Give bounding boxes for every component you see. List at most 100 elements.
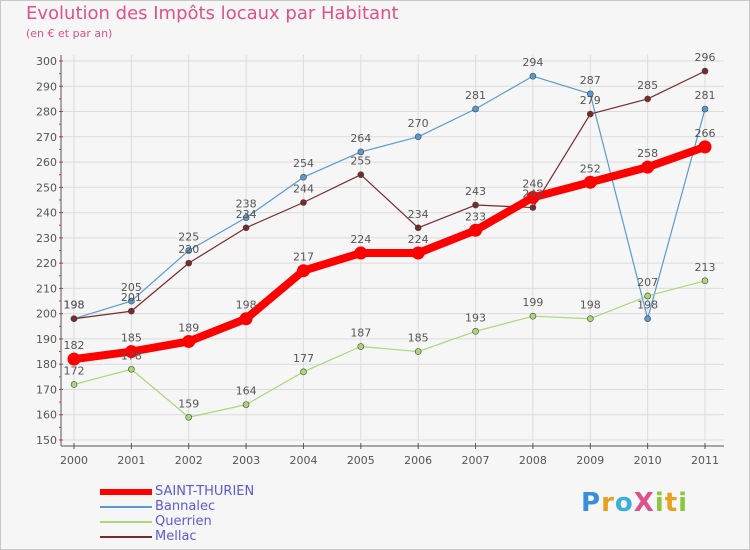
data-point xyxy=(185,247,193,254)
data-label: 205 xyxy=(121,281,142,294)
x-tick-label: 2006 xyxy=(404,454,432,467)
data-label: 185 xyxy=(408,332,429,345)
data-point xyxy=(182,334,196,348)
data-point xyxy=(472,105,479,113)
data-point xyxy=(357,171,365,178)
data-label: 224 xyxy=(350,233,371,246)
data-label: 182 xyxy=(64,339,85,352)
data-point xyxy=(586,315,594,323)
data-label: 266 xyxy=(695,127,716,140)
data-point xyxy=(414,133,422,141)
data-point xyxy=(641,160,655,174)
data-label: 285 xyxy=(637,79,658,92)
data-point xyxy=(70,315,78,323)
data-label: 258 xyxy=(637,147,658,160)
data-label: 238 xyxy=(236,198,257,211)
data-label: 164 xyxy=(236,385,257,398)
data-label: 177 xyxy=(293,352,314,365)
data-label: 207 xyxy=(637,276,658,289)
data-label: 234 xyxy=(408,208,429,221)
data-point xyxy=(354,246,368,260)
data-label: 252 xyxy=(580,162,601,175)
data-label: 281 xyxy=(465,89,486,102)
plot-area xyxy=(61,55,724,440)
legend-swatch-saint-thurien xyxy=(100,489,152,495)
data-point xyxy=(242,224,250,232)
data-label: 255 xyxy=(350,155,371,168)
legend-label: Mellac xyxy=(155,529,197,544)
data-point xyxy=(128,297,135,305)
data-label: 178 xyxy=(121,349,142,362)
series-line-querrien xyxy=(73,280,706,418)
y-tick-label: 200 xyxy=(36,308,57,321)
data-label: 243 xyxy=(465,185,486,198)
data-label: 213 xyxy=(695,261,716,274)
data-label: 224 xyxy=(408,233,429,246)
data-point xyxy=(583,175,597,189)
series-line-mellac xyxy=(73,70,706,320)
data-label: 187 xyxy=(350,327,371,340)
x-tick-label: 2008 xyxy=(519,454,547,467)
data-point xyxy=(644,292,651,300)
data-point xyxy=(300,173,307,181)
data-point xyxy=(185,413,193,421)
y-tick-label: 250 xyxy=(36,181,57,194)
data-label: 198 xyxy=(236,299,257,312)
data-label: 296 xyxy=(695,51,716,64)
series-line-bannalec xyxy=(73,75,706,320)
data-point xyxy=(242,401,250,408)
data-label: 264 xyxy=(350,132,371,145)
x-tick-label: 2009 xyxy=(576,454,604,467)
data-label: 220 xyxy=(178,243,199,256)
data-label: 185 xyxy=(121,332,142,345)
data-point xyxy=(128,365,135,373)
x-tick-label: 2010 xyxy=(634,454,662,467)
y-tick-label: 240 xyxy=(36,207,57,220)
y-tick-label: 230 xyxy=(36,232,57,245)
legend-label: SAINT-THURIEN xyxy=(155,484,255,499)
y-tick-label: 260 xyxy=(36,156,57,169)
y-tick-label: 150 xyxy=(36,434,57,447)
data-label: 234 xyxy=(236,208,257,221)
y-tick-label: 170 xyxy=(36,383,57,396)
data-label: 244 xyxy=(293,182,314,195)
data-label: 159 xyxy=(178,397,199,410)
data-point xyxy=(526,190,540,204)
chart-title: Evolution des Impôts locaux par Habitant xyxy=(26,3,399,24)
x-tick-label: 2007 xyxy=(462,454,490,467)
data-point xyxy=(529,72,537,80)
x-tick-label: 2002 xyxy=(175,454,203,467)
y-tick-label: 300 xyxy=(36,55,57,68)
data-label: 294 xyxy=(522,56,543,69)
data-point xyxy=(472,328,479,335)
data-point xyxy=(242,214,250,221)
legend-swatch-querrien xyxy=(100,521,152,523)
data-point xyxy=(357,148,365,156)
data-label: 201 xyxy=(121,291,142,304)
data-point xyxy=(469,223,483,237)
y-tick-label: 210 xyxy=(36,282,57,295)
x-tick-label: 2005 xyxy=(347,454,375,467)
data-point xyxy=(414,348,422,355)
data-label: 246 xyxy=(522,177,543,190)
y-tick-label: 270 xyxy=(36,131,57,144)
x-tick-label: 2011 xyxy=(691,454,719,467)
data-label: 198 xyxy=(64,299,85,312)
data-point xyxy=(300,368,307,376)
y-tick-label: 280 xyxy=(36,106,57,119)
legend-label: Bannalec xyxy=(155,499,216,514)
data-point xyxy=(357,343,365,350)
data-point xyxy=(67,352,81,366)
x-tick-label: 2004 xyxy=(289,454,317,467)
data-point xyxy=(70,381,78,388)
proxiti-logo: ProXiti xyxy=(581,488,689,518)
data-label: 225 xyxy=(178,231,199,244)
data-point xyxy=(185,259,193,267)
x-tick-label: 2001 xyxy=(117,454,145,467)
x-tick-label: 2000 xyxy=(60,454,88,467)
y-tick-label: 290 xyxy=(36,80,57,93)
data-label: 199 xyxy=(522,296,543,309)
x-tick-label: 2003 xyxy=(232,454,260,467)
data-point xyxy=(529,312,537,320)
